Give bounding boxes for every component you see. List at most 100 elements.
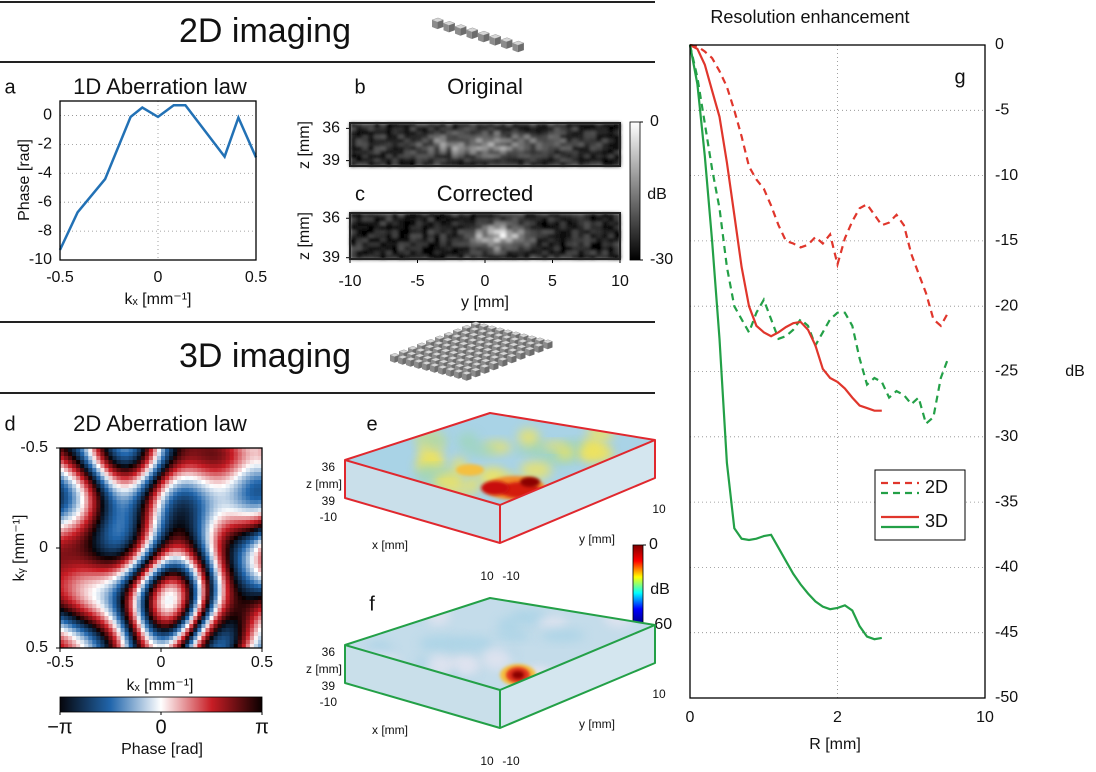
image-cell bbox=[596, 250, 603, 256]
image-cell bbox=[512, 221, 519, 227]
phase-cell bbox=[213, 500, 219, 505]
colorbar-tick-label: 0 bbox=[155, 716, 166, 738]
phase-cell bbox=[112, 460, 118, 465]
image-cell bbox=[518, 162, 525, 167]
phase-cell bbox=[253, 524, 259, 529]
phase-cell bbox=[257, 520, 263, 525]
z-axis-label: z [mm] bbox=[306, 477, 342, 491]
phase-cell bbox=[140, 600, 146, 605]
phase-cell bbox=[161, 504, 166, 509]
phase-cell bbox=[173, 464, 178, 469]
phase-cell bbox=[217, 480, 223, 485]
phase-cell bbox=[116, 612, 122, 617]
phase-cell bbox=[173, 644, 178, 649]
image-cell bbox=[392, 142, 399, 148]
phase-cell bbox=[108, 484, 114, 489]
image-cell bbox=[530, 213, 537, 218]
image-cell bbox=[422, 233, 429, 239]
phase-cell bbox=[140, 632, 146, 637]
phase-cell bbox=[100, 636, 105, 641]
phase-cell bbox=[64, 516, 69, 521]
phase-cell bbox=[92, 500, 97, 505]
phase-cell bbox=[221, 632, 227, 637]
phase-cell bbox=[144, 620, 150, 625]
image-cell bbox=[404, 213, 411, 218]
image-cell bbox=[584, 138, 591, 144]
image-cell bbox=[524, 221, 531, 227]
phase-cell bbox=[257, 512, 263, 517]
image-cell bbox=[404, 254, 411, 260]
image-cell bbox=[398, 146, 405, 151]
phase-cell bbox=[201, 628, 206, 633]
phase-cell bbox=[245, 536, 251, 541]
phase-cell bbox=[132, 616, 138, 621]
phase-cell bbox=[112, 632, 118, 637]
phase-cell bbox=[209, 520, 215, 525]
image-cell bbox=[356, 242, 363, 248]
phase-cell bbox=[136, 560, 142, 565]
phase-cell bbox=[136, 504, 142, 509]
phase-cell bbox=[253, 448, 259, 453]
image-cell bbox=[476, 134, 483, 140]
phase-cell bbox=[253, 468, 259, 473]
icon-element bbox=[471, 369, 476, 378]
phase-cell bbox=[241, 560, 247, 565]
phase-cell bbox=[64, 512, 69, 517]
image-cell bbox=[452, 123, 459, 128]
phase-cell bbox=[245, 644, 251, 649]
image-cell bbox=[614, 146, 621, 151]
image-cell bbox=[554, 238, 561, 243]
phase-cell bbox=[72, 500, 77, 505]
phase-cell bbox=[177, 536, 182, 541]
phase-cell bbox=[237, 576, 243, 581]
icon-element bbox=[483, 33, 490, 43]
phase-cell bbox=[169, 496, 174, 501]
phase-cell bbox=[108, 540, 114, 545]
phase-cell bbox=[233, 596, 239, 601]
image-cell bbox=[500, 154, 507, 159]
phase-cell bbox=[213, 584, 219, 589]
image-cell bbox=[566, 150, 573, 155]
phase-cell bbox=[124, 500, 130, 505]
phase-cell bbox=[217, 492, 223, 497]
image-cell bbox=[554, 142, 561, 148]
phase-cell bbox=[189, 636, 194, 641]
phase-cell bbox=[88, 560, 93, 565]
image-cell bbox=[578, 154, 585, 159]
phase-cell bbox=[156, 580, 162, 585]
z-axis-label: z [mm] bbox=[306, 662, 342, 676]
phase-cell bbox=[124, 568, 130, 573]
phase-cell bbox=[165, 620, 170, 625]
phase-cell bbox=[257, 612, 263, 617]
phase-cell bbox=[76, 592, 81, 597]
phase-cell bbox=[148, 608, 154, 613]
phase-cell bbox=[132, 464, 138, 469]
image-cell bbox=[494, 238, 501, 243]
image-cell bbox=[434, 246, 441, 252]
phase-cell bbox=[241, 600, 247, 605]
phase-cell bbox=[185, 632, 190, 637]
phase-cell bbox=[257, 548, 263, 553]
image-cell bbox=[422, 250, 429, 256]
image-cell bbox=[608, 229, 615, 235]
phase-cell bbox=[68, 484, 73, 489]
phase-cell bbox=[104, 608, 109, 613]
phase-cell bbox=[237, 628, 243, 633]
phase-cell bbox=[120, 472, 126, 477]
phase-cell bbox=[185, 612, 190, 617]
phase-cell bbox=[144, 636, 150, 641]
phase-cell bbox=[156, 636, 162, 641]
phase-cell bbox=[177, 480, 182, 485]
phase-cell bbox=[169, 480, 174, 485]
image-cell bbox=[536, 254, 543, 260]
phase-cell bbox=[229, 496, 235, 501]
phase-cell bbox=[197, 596, 202, 601]
phase-cell bbox=[253, 508, 259, 513]
phase-cell bbox=[76, 644, 81, 649]
phase-cell bbox=[108, 460, 114, 465]
phase-cell bbox=[148, 548, 154, 553]
phase-cell bbox=[221, 520, 227, 525]
phase-cell bbox=[144, 548, 150, 553]
phase-cell bbox=[60, 452, 65, 457]
